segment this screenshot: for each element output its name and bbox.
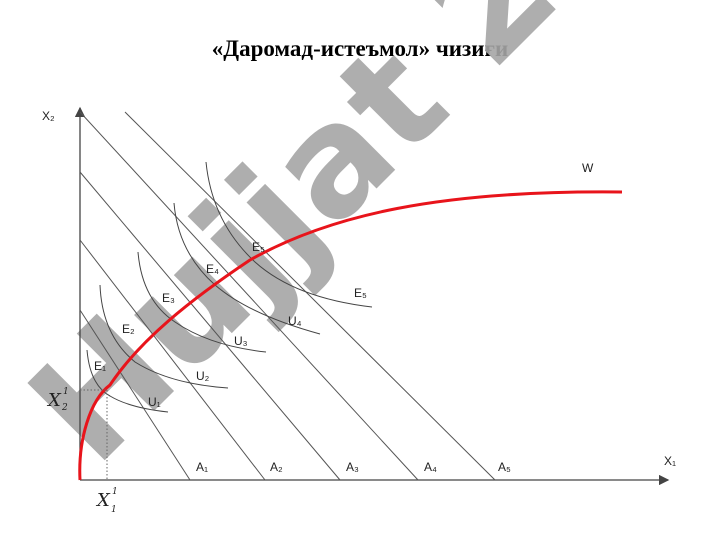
svg-text:1: 1 [112, 487, 118, 497]
budget-label-2: A₂ [270, 460, 283, 474]
equilibrium-label-3: E₃ [162, 291, 175, 305]
budget-label-1: A₁ [196, 460, 208, 474]
indifference-curve-2 [99, 284, 229, 389]
x-tick-label: X 1 1 [95, 487, 118, 515]
x-axis-label: X₁ [664, 454, 676, 468]
budget-label-4: A₄ [424, 460, 437, 474]
equilibrium-label-5: E₅ [252, 240, 265, 254]
curve-label: W [582, 161, 594, 175]
indifference-curve-1 [86, 349, 169, 413]
svg-text:X: X [46, 390, 62, 411]
y-tick-label: X 1 2 [46, 387, 69, 413]
indifference-label-1: U₁ [148, 395, 161, 409]
indifference-label-2: U₂ [196, 369, 210, 383]
budget-line-2 [79, 239, 266, 481]
y-axis-label: X₂ [42, 109, 55, 123]
equilibrium-label-1: E₁ [94, 359, 106, 373]
watermark-text: Hujjat 24 [0, 0, 664, 495]
equilibrium-label-4: E₄ [206, 262, 219, 276]
equilibrium-label-2: E₂ [122, 322, 135, 336]
indifference-curve-3 [137, 251, 267, 353]
budget-line-3 [79, 171, 341, 481]
svg-text:X: X [95, 490, 111, 511]
budget-line-4 [79, 111, 419, 481]
watermark: Hujjat 24 [0, 0, 664, 495]
svg-text:2: 2 [61, 403, 68, 413]
budget-label-3: A₃ [346, 460, 359, 474]
budget-line-1 [79, 309, 191, 481]
budget-label-5: A₅ [498, 460, 511, 474]
budget-line-5 [124, 111, 496, 481]
svg-text:1: 1 [111, 505, 117, 515]
indifference-label-5: E₅ [354, 286, 367, 300]
indifference-label-3: U₃ [234, 334, 248, 348]
svg-text:1: 1 [63, 387, 69, 397]
income-consumption-curve [78, 190, 623, 481]
page-title: «Даромад-истеъмол» чизиғи [211, 36, 509, 61]
budget-lines [79, 111, 496, 481]
indifference-curve-5 [205, 161, 373, 308]
indifference-label-4: U₄ [288, 314, 302, 328]
